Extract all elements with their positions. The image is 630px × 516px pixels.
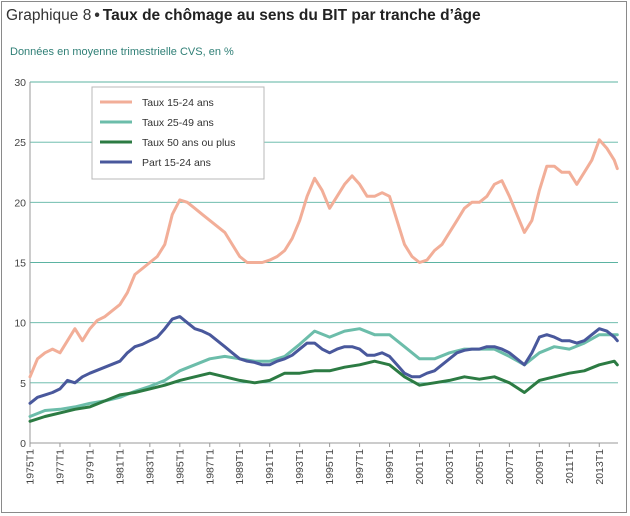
y-tick-label: 20 bbox=[14, 197, 26, 209]
y-tick-label: 10 bbox=[14, 318, 26, 330]
grid-lines bbox=[29, 81, 618, 444]
taux-25-49-line bbox=[28, 327, 619, 418]
x-tick-label: 1975T1 bbox=[25, 449, 37, 485]
x-tick-label: 1991T1 bbox=[264, 449, 276, 485]
x-tick-label: 1995T1 bbox=[324, 449, 336, 485]
x-tick-label: 1985T1 bbox=[174, 449, 186, 485]
y-tick-label: 25 bbox=[14, 137, 26, 149]
y-tick-label: 0 bbox=[20, 438, 26, 450]
part-15-24-line bbox=[28, 315, 619, 405]
legend-entry-part-15-24: Part 15-24 ans bbox=[142, 157, 211, 169]
taux-15-24-line bbox=[28, 138, 619, 379]
title-text: Taux de chômage au sens du BIT par tranc… bbox=[102, 7, 481, 24]
x-tick-label: 1993T1 bbox=[294, 449, 306, 485]
x-tick-label: 1983T1 bbox=[144, 449, 156, 485]
x-tick-label: 1987T1 bbox=[204, 449, 216, 485]
x-axis-ticks: 1975T1 1977T1 1979T1 1981T1 1983T1 1985T1 1987… bbox=[25, 443, 606, 485]
legend-entry-taux-15-24: Taux 15-24 ans bbox=[142, 97, 214, 109]
graph-number: Graphique 8 bbox=[6, 7, 92, 24]
x-tick-label: 2013T1 bbox=[594, 449, 606, 485]
x-tick-label: 2009T1 bbox=[534, 449, 546, 485]
chart-subtitle: Données en moyenne trimestrielle CVS, en… bbox=[10, 46, 234, 58]
y-axis-ticks: 0 5 10 15 20 25 30 bbox=[14, 77, 26, 450]
title-bullet: • bbox=[94, 7, 100, 24]
y-tick-label: 15 bbox=[14, 258, 26, 270]
legend: Taux 15-24 ans Taux 25-49 ans Taux 50 ans … bbox=[91, 86, 265, 180]
series-lines bbox=[28, 138, 619, 423]
y-tick-label: 30 bbox=[14, 77, 26, 89]
legend-entry-taux-25-49: Taux 25-49 ans bbox=[142, 117, 214, 129]
x-tick-label: 1977T1 bbox=[54, 449, 66, 485]
chart-title: Graphique 8 • Taux de chômage au sens du B… bbox=[6, 7, 481, 25]
x-tick-label: 1997T1 bbox=[354, 449, 366, 485]
legend-entry-taux-50-plus: Taux 50 ans ou plus bbox=[142, 137, 235, 149]
x-tick-label: 2005T1 bbox=[474, 449, 486, 485]
x-tick-label: 2001T1 bbox=[414, 449, 426, 485]
x-tick-label: 2007T1 bbox=[504, 449, 516, 485]
x-tick-label: 1979T1 bbox=[84, 449, 96, 485]
x-tick-label: 2011T1 bbox=[564, 449, 576, 484]
taux-50-plus-line bbox=[28, 359, 619, 423]
x-tick-label: 1999T1 bbox=[384, 449, 396, 485]
x-tick-label: 2003T1 bbox=[444, 449, 456, 485]
y-tick-label: 5 bbox=[20, 378, 26, 390]
x-tick-label: 1981T1 bbox=[114, 449, 126, 485]
x-tick-label: 1989T1 bbox=[234, 449, 246, 485]
